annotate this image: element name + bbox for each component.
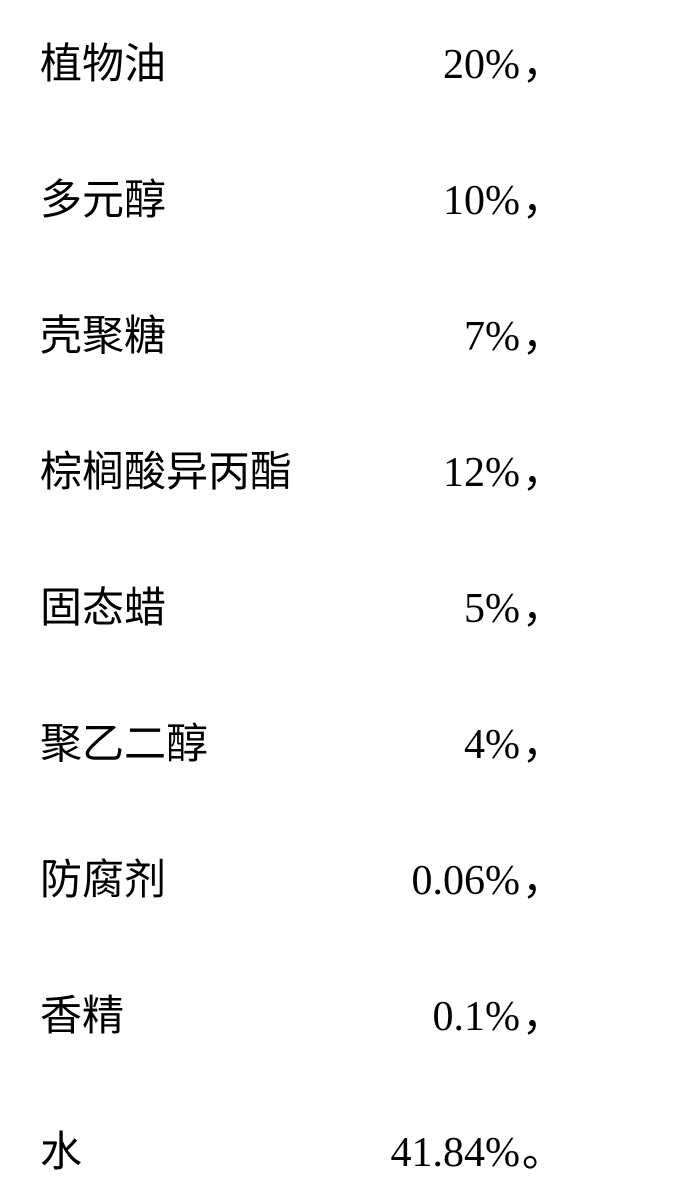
ingredient-label: 壳聚糖 (40, 302, 320, 363)
row-punct: ， (522, 30, 564, 91)
ingredient-label: 水 (40, 1118, 320, 1179)
ingredients-table: 植物油 20% ， 多元醇 10% ， 壳聚糖 7% ， 棕榈酸异丙酯 12% … (40, 30, 638, 1179)
ingredient-value: 4% (320, 721, 520, 769)
ingredient-value: 12% (320, 449, 520, 497)
ingredient-value: 5% (320, 585, 520, 633)
row-punct: ， (522, 710, 564, 771)
ingredient-label: 棕榈酸异丙酯 (40, 438, 320, 499)
ingredient-label: 聚乙二醇 (40, 710, 320, 771)
row-punct: ， (522, 166, 564, 227)
ingredient-value: 0.06% (320, 857, 520, 905)
table-row: 棕榈酸异丙酯 12% ， (40, 438, 638, 499)
row-punct: ， (522, 302, 564, 363)
ingredient-value: 10% (320, 177, 520, 225)
row-punct: ， (522, 574, 564, 635)
table-row: 多元醇 10% ， (40, 166, 638, 227)
ingredient-value: 7% (320, 313, 520, 361)
table-row: 壳聚糖 7% ， (40, 302, 638, 363)
ingredient-value: 20% (320, 41, 520, 89)
table-row: 水 41.84% 。 (40, 1118, 638, 1179)
table-row: 聚乙二醇 4% ， (40, 710, 638, 771)
ingredient-label: 香精 (40, 982, 320, 1043)
table-row: 防腐剂 0.06% ， (40, 846, 638, 907)
ingredient-label: 固态蜡 (40, 574, 320, 635)
ingredient-label: 植物油 (40, 30, 320, 91)
table-row: 植物油 20% ， (40, 30, 638, 91)
table-row: 固态蜡 5% ， (40, 574, 638, 635)
ingredient-value: 0.1% (320, 993, 520, 1041)
row-punct: ， (522, 846, 564, 907)
row-punct: ， (522, 982, 564, 1043)
ingredient-label: 多元醇 (40, 166, 320, 227)
table-row: 香精 0.1% ， (40, 982, 638, 1043)
ingredient-label: 防腐剂 (40, 846, 320, 907)
row-punct: 。 (522, 1118, 564, 1179)
ingredient-value: 41.84% (320, 1129, 520, 1177)
row-punct: ， (522, 438, 564, 499)
